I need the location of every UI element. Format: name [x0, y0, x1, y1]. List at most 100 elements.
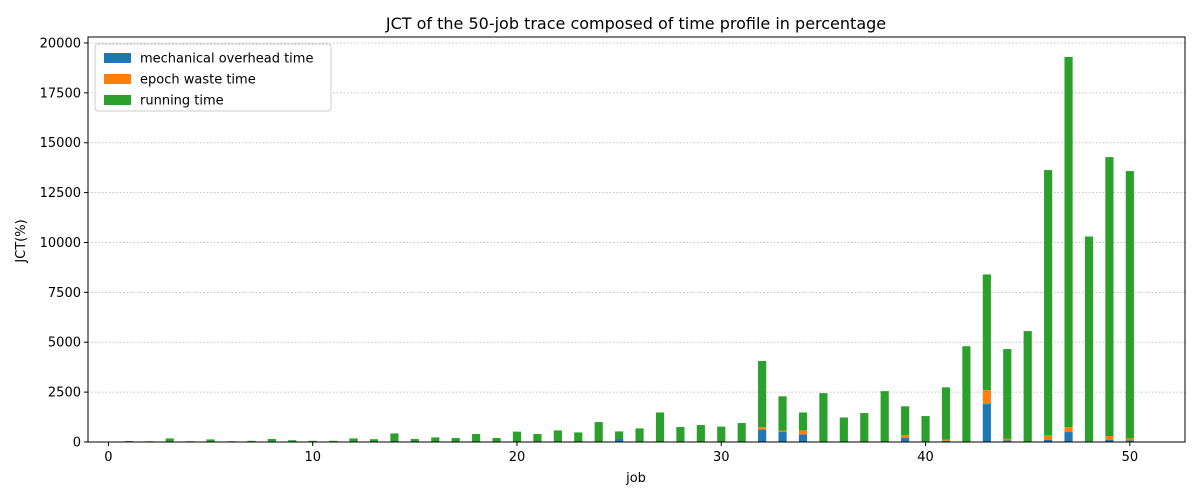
bars [124, 56, 1134, 442]
bar-segment [206, 439, 215, 442]
bar-segment [1125, 171, 1134, 439]
bar-segment [696, 425, 705, 442]
axes [87, 36, 1186, 443]
legend-swatch [104, 74, 131, 84]
legend-swatch [104, 95, 131, 105]
bar-segment [921, 416, 930, 442]
bar-segment [778, 430, 787, 433]
bar-segment [962, 346, 971, 442]
bar-segment [758, 427, 767, 430]
bar-segment [1003, 440, 1012, 442]
plot-frame [87, 36, 1186, 443]
bar-segment [492, 438, 501, 442]
bar-segment [1064, 56, 1073, 428]
bar-segment [288, 440, 297, 442]
bar-segment [165, 438, 174, 442]
bar-segment [1084, 236, 1094, 442]
bar-segment [1023, 331, 1032, 442]
bar-segment [819, 393, 828, 442]
y-tick-label: 20000 [40, 36, 81, 51]
y-tick-label: 7500 [48, 286, 81, 301]
bar-segment [778, 432, 787, 442]
y-ticks: 0 2500 5000 7500 10000 12500 15000 17500 20000 [40, 36, 88, 451]
bar-segment [982, 404, 991, 442]
x-axis-label: job [625, 471, 646, 486]
legend-box [94, 43, 332, 112]
bar-segment [553, 430, 562, 442]
bar-segment [758, 429, 767, 442]
bar-segment [635, 428, 644, 442]
bar-segment [615, 439, 624, 442]
bar-segment [1044, 440, 1053, 442]
bar-segment [941, 387, 951, 440]
y-axis-label: JCT(%) [14, 219, 29, 263]
bar-segment [594, 422, 603, 442]
y-tick-label: 0 [73, 436, 81, 451]
y-tick-label: 17500 [40, 86, 81, 101]
bar-segment [901, 406, 910, 436]
bar-segment [1105, 436, 1114, 441]
bar-segment [390, 433, 399, 442]
y-tick-label: 2500 [48, 386, 81, 401]
bar-segment [839, 417, 848, 442]
bar-segment [941, 439, 951, 441]
x-tick-label: 40 [917, 450, 934, 465]
bar-segment [798, 430, 808, 435]
legend-label: mechanical overhead time [140, 52, 313, 67]
y-tick-label: 15000 [40, 136, 81, 151]
bar-segment [1044, 170, 1053, 436]
bar-segment [512, 431, 522, 442]
x-tick-label: 10 [304, 450, 321, 465]
x-tick-label: 50 [1122, 450, 1139, 465]
bar-segment [308, 440, 317, 442]
bar-segment [901, 438, 910, 442]
legend-label: epoch waste time [140, 73, 256, 88]
bar-segment [247, 440, 256, 442]
bar-segment [410, 439, 419, 442]
bar-segment [655, 412, 665, 442]
bar-segment [472, 434, 481, 442]
y-tick-label: 5000 [48, 336, 81, 351]
bar-segment [717, 426, 726, 442]
bar-segment [574, 432, 583, 442]
bar-segment [329, 440, 338, 442]
bar-segment [758, 361, 767, 428]
y-tick-label: 12500 [40, 186, 81, 201]
bar-segment [267, 439, 276, 442]
bar-segment [676, 427, 685, 442]
bar-segment [737, 423, 746, 442]
bar-segment [1064, 427, 1073, 433]
bar-segment [880, 391, 889, 442]
bar-segment [349, 438, 358, 442]
bar-segment [1105, 440, 1114, 442]
bar-segment [451, 438, 460, 442]
x-tick-label: 30 [713, 450, 730, 465]
bar-segment [1105, 157, 1114, 437]
x-ticks: 0 10 20 30 40 50 [104, 442, 1138, 465]
bar-segment [901, 435, 910, 439]
bar-segment [533, 434, 542, 442]
bar-segment [798, 412, 808, 431]
x-tick-label: 0 [104, 450, 112, 465]
bar-segment [369, 439, 379, 442]
bar-segment [431, 437, 440, 442]
bar-segment [1125, 440, 1134, 442]
bar-segment [1044, 435, 1053, 441]
legend-swatch [104, 53, 131, 63]
chart-title: JCT of the 50-job trace composed of time… [385, 14, 886, 33]
bar-segment [1064, 432, 1073, 442]
bar-segment [615, 431, 624, 440]
bar-segment [982, 390, 991, 405]
legend: mechanical overhead time epoch waste time… [94, 43, 332, 112]
legend-label: running time [140, 94, 224, 109]
bar-segment [941, 440, 951, 442]
bar-segment [1003, 438, 1012, 441]
bar-segment [982, 274, 991, 391]
bar-segment [1003, 349, 1012, 439]
bar-segment [1125, 438, 1134, 441]
bar-segment [778, 396, 787, 431]
y-tick-label: 10000 [40, 236, 81, 251]
bar-segment [860, 413, 869, 442]
